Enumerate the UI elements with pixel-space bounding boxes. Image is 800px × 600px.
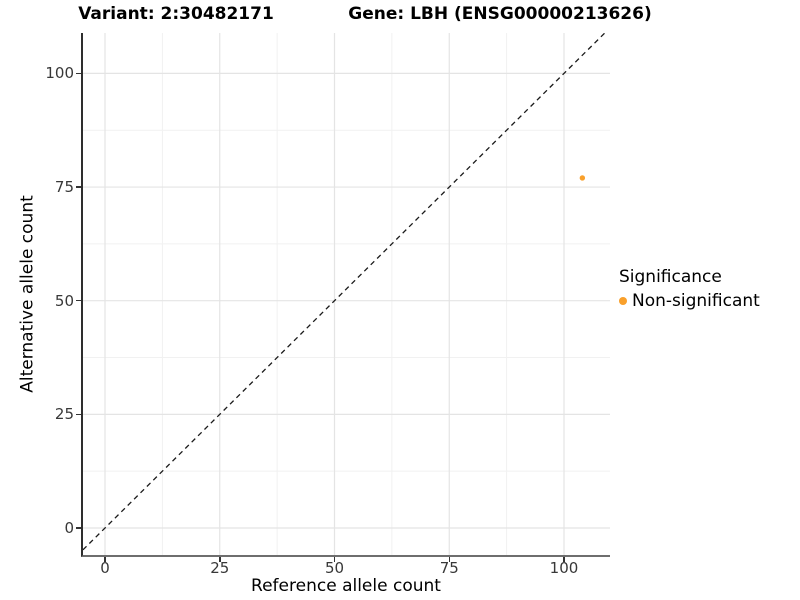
legend: Significance Non-significant xyxy=(619,267,760,311)
x-axis-label: Reference allele count xyxy=(251,576,441,596)
y-tick-mark xyxy=(76,413,81,416)
identity-reference-line xyxy=(83,33,606,551)
plot-panel xyxy=(81,33,610,557)
x-tick-label: 50 xyxy=(324,559,345,577)
legend-title: Significance xyxy=(619,267,722,287)
x-tick-label: 0 xyxy=(100,559,110,577)
plot-canvas xyxy=(83,33,610,555)
x-tick-label: 25 xyxy=(210,559,230,577)
y-tick-label: 50 xyxy=(54,291,74,310)
legend-item: Non-significant xyxy=(619,291,760,311)
x-tick-mark xyxy=(448,557,450,562)
x-tick-label: 100 xyxy=(549,559,579,577)
y-tick-mark xyxy=(76,527,81,529)
y-axis-label: Alternative allele count xyxy=(17,195,38,393)
x-tick-mark xyxy=(104,557,106,562)
x-tick-mark xyxy=(563,557,565,562)
y-tick-label: 25 xyxy=(54,405,74,424)
y-tick-mark xyxy=(76,72,81,75)
legend-item-label: Non-significant xyxy=(632,291,760,311)
plot-title-variant: Variant: 2:30482171 xyxy=(78,4,274,24)
x-tick-label: 75 xyxy=(439,559,459,577)
y-tick-label: 0 xyxy=(64,519,74,537)
y-tick-mark xyxy=(76,299,81,302)
y-tick-label: 100 xyxy=(45,64,74,83)
x-tick-mark xyxy=(219,557,221,562)
legend-key-dot-icon xyxy=(619,297,627,305)
plot-title-gene: Gene: LBH (ENSG00000213626) xyxy=(348,4,652,24)
x-tick-mark xyxy=(333,557,336,562)
y-tick-label: 75 xyxy=(54,178,74,197)
y-tick-mark xyxy=(76,186,81,188)
data-point xyxy=(579,175,586,181)
